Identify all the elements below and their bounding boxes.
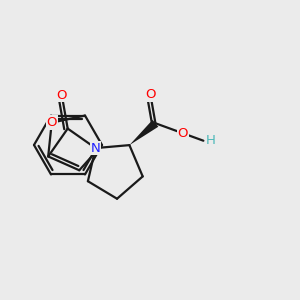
Text: O: O	[56, 88, 67, 102]
Polygon shape	[129, 120, 158, 145]
Text: H: H	[206, 134, 215, 147]
Text: O: O	[145, 88, 156, 101]
Text: O: O	[46, 116, 57, 129]
Text: N: N	[91, 142, 100, 154]
Text: O: O	[177, 127, 188, 140]
